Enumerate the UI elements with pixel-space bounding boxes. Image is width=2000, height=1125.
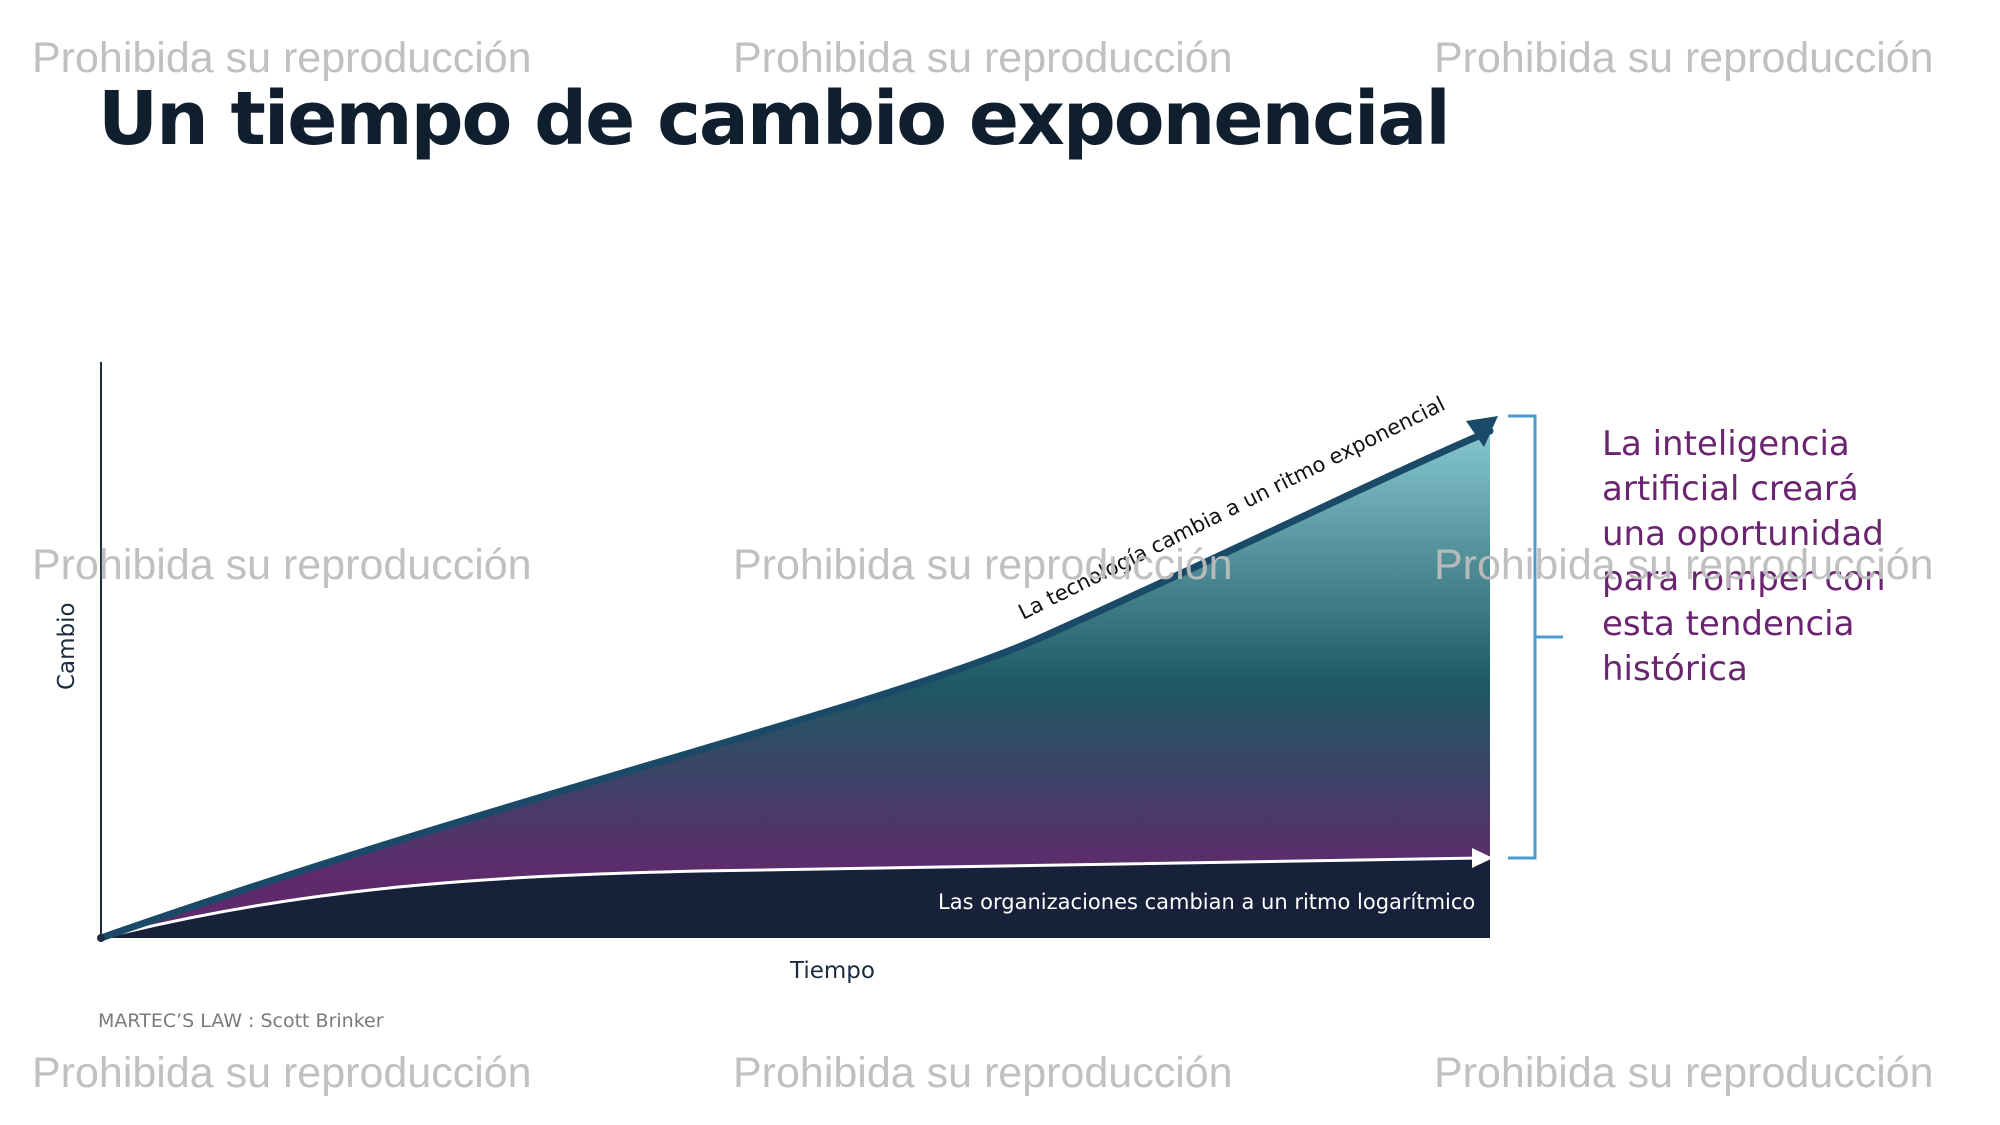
source-citation: MARTEC’S LAW : Scott Brinker [98, 1010, 384, 1032]
org-series-label: Las organizaciones cambian a un ritmo lo… [938, 890, 1475, 914]
tech-curve-line [97, 427, 1494, 942]
x-axis-label: Tiempo [789, 958, 875, 984]
slide-title: Un tiempo de cambio exponencial [98, 76, 1451, 162]
org-area [101, 858, 1490, 938]
opportunity-bracket [1508, 414, 1563, 860]
origin-dot [97, 934, 105, 942]
y-axis-label: Cambio [54, 602, 80, 690]
tech-arrowhead-icon [1466, 416, 1498, 447]
org-arrowhead-icon [1472, 848, 1493, 868]
org-curve-line [100, 856, 1481, 940]
ai-callout-text: La inteligencia artificial creará una op… [1602, 424, 1886, 689]
tech-area [101, 431, 1490, 938]
